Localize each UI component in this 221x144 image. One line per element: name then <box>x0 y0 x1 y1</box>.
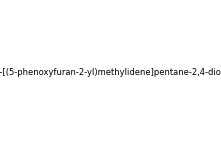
Text: 3-[(5-phenoxyfuran-2-yl)methylidene]pentane-2,4-dione: 3-[(5-phenoxyfuran-2-yl)methylidene]pent… <box>0 68 221 77</box>
